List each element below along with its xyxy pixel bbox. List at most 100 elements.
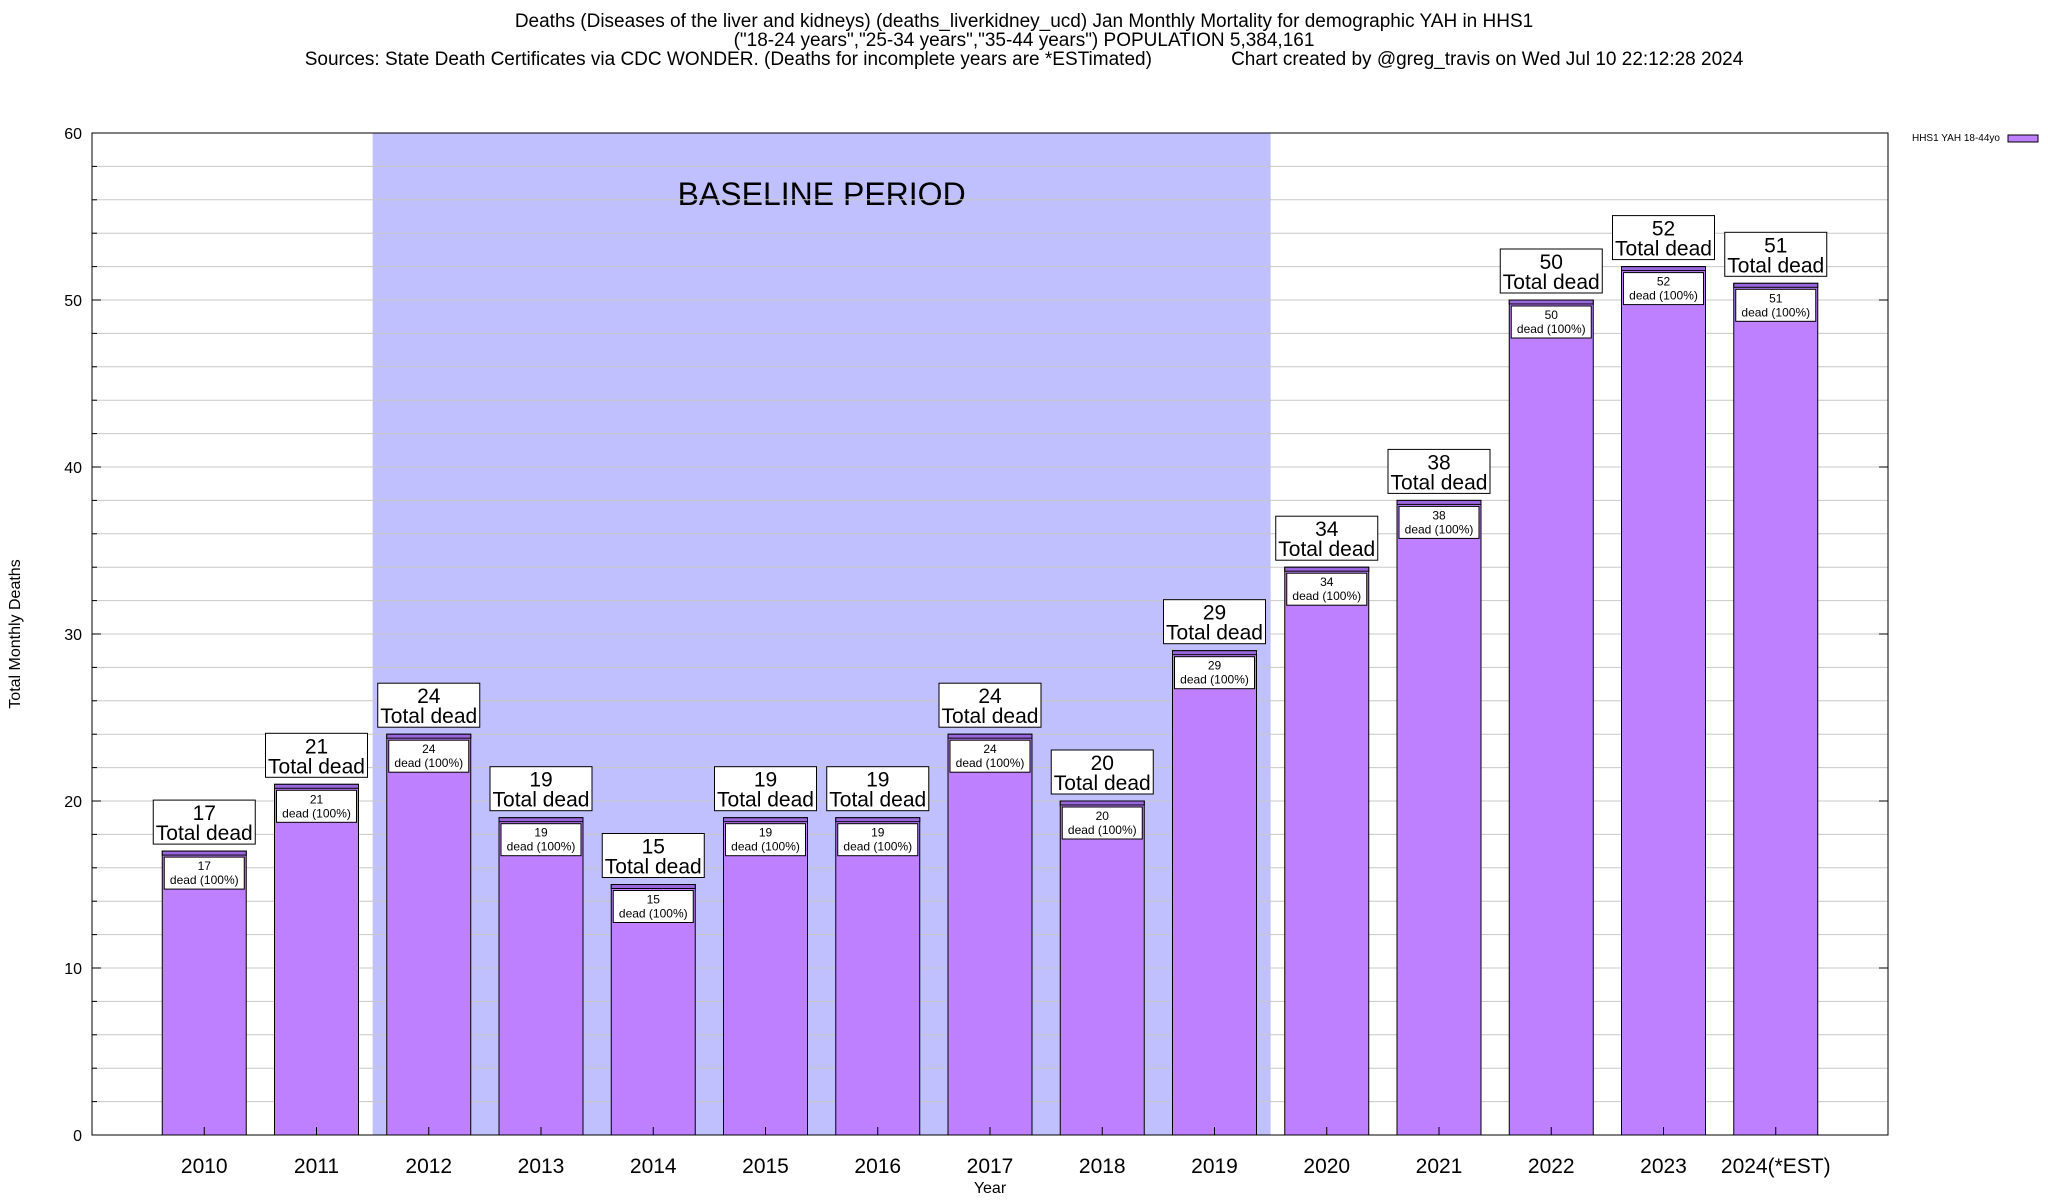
x-tick-label: 2024(*EST) xyxy=(1721,1155,1831,1178)
bar-inner-value: 15 xyxy=(647,893,661,907)
bar-inner-percent: dead (100%) xyxy=(956,756,1025,770)
bar-inner-label-box xyxy=(949,739,1031,773)
x-tick-label: 2013 xyxy=(518,1155,565,1178)
bar-total-value: 20 xyxy=(1091,752,1114,775)
bar-inner-label-box xyxy=(837,823,919,857)
bar-total-value: 17 xyxy=(193,802,216,825)
bar-inner-value: 24 xyxy=(983,742,997,756)
y-tick-label: 10 xyxy=(64,961,82,978)
bar-top-cap xyxy=(1059,800,1145,806)
bar-total-text: Total dead xyxy=(1054,772,1151,795)
x-tick-label: 2014 xyxy=(630,1155,677,1178)
x-tick-label: 2021 xyxy=(1416,1155,1463,1178)
bar-total-label-box xyxy=(1275,515,1379,561)
baseline-period-label: BASELINE PERIOD xyxy=(678,176,966,212)
bar-top-cap xyxy=(1172,650,1257,656)
bar-total-value: 19 xyxy=(529,769,552,792)
bar-inner-value: 50 xyxy=(1545,308,1559,322)
bar-total-value: 15 xyxy=(642,836,665,859)
bar-total-text: Total dead xyxy=(493,789,590,812)
bar-top-cap xyxy=(835,817,921,823)
x-tick-label: 2020 xyxy=(1303,1155,1350,1178)
bar-total-text: Total dead xyxy=(1391,471,1488,494)
bar-total-value: 19 xyxy=(754,769,777,792)
bar-inner-percent: dead (100%) xyxy=(282,806,351,820)
chart-source-line: Sources: State Death Certificates via CD… xyxy=(304,49,1744,70)
bar-inner-value: 19 xyxy=(534,826,548,840)
bar-inner-percent: dead (100%) xyxy=(843,840,912,854)
x-tick-label: 2023 xyxy=(1640,1155,1687,1178)
x-tick-label: 2018 xyxy=(1079,1155,1126,1178)
bar-top-cap xyxy=(161,850,247,856)
bars-layer xyxy=(161,266,1819,1136)
bar-inner-percent: dead (100%) xyxy=(170,873,239,887)
bar-total-value: 52 xyxy=(1652,218,1675,241)
bar-total-label-box xyxy=(489,766,593,812)
bar-total-value: 21 xyxy=(305,735,328,758)
bar-total-value: 50 xyxy=(1540,251,1563,274)
bar-inner-value: 38 xyxy=(1432,508,1446,522)
bar-total-text: Total dead xyxy=(829,789,926,812)
bar-total-label-box xyxy=(1163,599,1266,645)
bar-top-cap xyxy=(1396,499,1482,505)
bar-top-cap xyxy=(386,733,472,739)
bar-total-text: Total dead xyxy=(380,705,477,728)
bar-inner-value: 52 xyxy=(1657,275,1671,289)
bar-inner-value: 51 xyxy=(1769,291,1783,305)
bar xyxy=(1396,499,1482,1136)
y-tick-label: 20 xyxy=(64,794,82,811)
bar-top-cap xyxy=(1284,566,1370,572)
bar-total-text: Total dead xyxy=(1278,538,1375,561)
bar-inner-percent: dead (100%) xyxy=(1405,522,1474,536)
bar xyxy=(1172,650,1257,1136)
legend-label: HHS1 YAH 18-44yo xyxy=(1912,133,2000,144)
chart-subtitle: ("18-24 years","25-34 years","35-44 year… xyxy=(733,30,1315,51)
bar-top-cap xyxy=(947,733,1033,739)
x-tick-label: 2019 xyxy=(1191,1155,1238,1178)
bar-total-label-box xyxy=(1499,248,1603,294)
bar-inner-label-box xyxy=(163,856,245,890)
bar-inner-value: 17 xyxy=(198,859,212,873)
x-tick-label: 2016 xyxy=(854,1155,901,1178)
bar xyxy=(1284,566,1370,1136)
y-tick-label: 0 xyxy=(73,1128,82,1145)
plot-frame xyxy=(91,132,1889,1136)
y-tick-label: 30 xyxy=(64,627,82,644)
bar-inner-label-box xyxy=(1174,656,1255,690)
bar-total-value: 24 xyxy=(978,685,1002,708)
legend-swatch xyxy=(2007,134,2039,143)
x-tick-label: 2015 xyxy=(742,1155,789,1178)
bar-total-text: Total dead xyxy=(717,789,814,812)
bar-top-cap xyxy=(1508,299,1594,305)
bar-inner-label-box xyxy=(500,823,582,857)
bar xyxy=(1508,299,1594,1136)
bar-inner-value: 21 xyxy=(310,792,324,806)
bar-inner-percent: dead (100%) xyxy=(1180,673,1249,687)
bar-top-cap xyxy=(498,817,584,823)
bar xyxy=(498,817,584,1136)
bar-total-text: Total dead xyxy=(1503,271,1600,294)
x-tick-label: 2017 xyxy=(967,1155,1014,1178)
x-tick-label: 2010 xyxy=(181,1155,228,1178)
bar-total-text: Total dead xyxy=(1727,254,1824,277)
bar xyxy=(1059,800,1145,1136)
bar-inner-value: 24 xyxy=(422,742,436,756)
bar-inner-label-box xyxy=(1061,806,1143,840)
bar-inner-label-box xyxy=(1398,505,1480,539)
bar-inner-label-box xyxy=(388,739,470,773)
bar-inner-value: 19 xyxy=(759,826,773,840)
bar-total-label-box xyxy=(1724,231,1828,277)
bar-total-text: Total dead xyxy=(156,822,253,845)
bar-total-text: Total dead xyxy=(605,856,702,879)
bar-inner-value: 19 xyxy=(871,826,885,840)
bar-total-text: Total dead xyxy=(942,705,1039,728)
bar-inner-label-box xyxy=(1286,572,1368,606)
bar-total-label-box xyxy=(938,682,1042,728)
bar-total-value: 51 xyxy=(1764,234,1787,257)
bar-inner-label-box xyxy=(612,890,694,923)
bar-inner-label-box xyxy=(725,823,806,857)
bar-top-cap xyxy=(1621,266,1706,272)
bar-inner-value: 34 xyxy=(1320,575,1334,589)
bar-inner-value: 29 xyxy=(1208,659,1222,673)
